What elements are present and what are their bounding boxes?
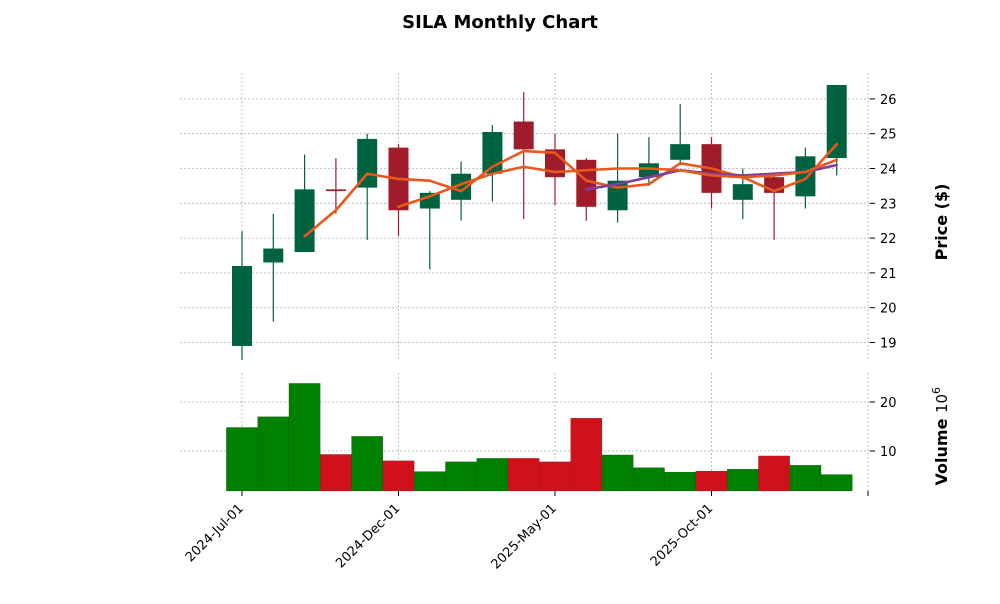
volume-axis-title: Volume [932,418,951,485]
price-tick-label: 22 [880,232,897,247]
volume-bar [257,416,290,492]
candles [232,84,847,360]
volume-bar [633,467,665,492]
volume-tick-label: 10 [880,445,897,460]
candle-body [638,163,659,178]
volume-scale-base: 10 [933,394,951,413]
candle-body [294,189,315,253]
candle-body [670,144,691,160]
candle-body [513,121,534,150]
x-tick-label: 2024-Dec-01 [333,501,403,571]
price-y-ticks: 19 20 21 22 23 24 25 26 [870,93,897,352]
candle-body [325,189,346,192]
x-tick-label: 2024-Jul-01 [183,501,247,565]
volume-bar [727,468,759,492]
volume-bar [601,454,634,492]
moving-average-lines [303,142,839,238]
candle-body [263,248,284,263]
moving-average-line [397,158,839,209]
volume-gridlines [180,373,870,491]
price-tick-label: 23 [880,197,897,212]
volume-bar [507,458,540,492]
volume-bar [413,471,446,492]
volume-bar [820,474,853,492]
price-tick-label: 24 [880,163,897,178]
volume-bars [226,383,853,492]
volume-bar [288,383,321,492]
x-ticks: 2024-Jul-01 2024-Dec-01 2025-May-01 2025-Oc… [183,491,869,572]
volume-bar [664,471,696,492]
candle-body [795,156,816,197]
x-tick-label: 2025-May-01 [489,501,560,572]
price-axis-title: Price ($) [932,184,951,261]
volume-scale-label: 106 [930,387,951,413]
volume-bar [695,470,728,492]
price-tick-label: 20 [880,302,897,317]
price-tick-label: 25 [880,128,897,143]
volume-bar [226,427,258,492]
volume-bar [539,461,571,492]
candle-body [732,184,753,200]
volume-bar [758,455,790,492]
volume-tick-label: 20 [880,396,897,411]
candle-body [232,265,252,346]
volume-bar [476,458,509,492]
volume-bar [351,436,383,492]
price-tick-label: 19 [880,337,897,352]
volume-bar [445,461,477,492]
price-tick-label: 21 [880,267,897,282]
volume-bar [320,454,352,492]
volume-bar [789,465,822,492]
price-tick-label: 26 [880,93,897,108]
x-tick-label: 2025-Oct-01 [648,501,716,569]
moving-average-line [303,142,839,238]
volume-y-ticks: 10 20 [870,396,897,460]
candle-body [826,84,847,159]
price-gridlines [180,73,870,360]
volume-bar [382,460,415,492]
volume-bar [570,418,603,492]
chart-title: SILA Monthly Chart [402,12,598,33]
candle-body [451,173,472,200]
volume-scale-exponent: 6 [930,387,943,394]
